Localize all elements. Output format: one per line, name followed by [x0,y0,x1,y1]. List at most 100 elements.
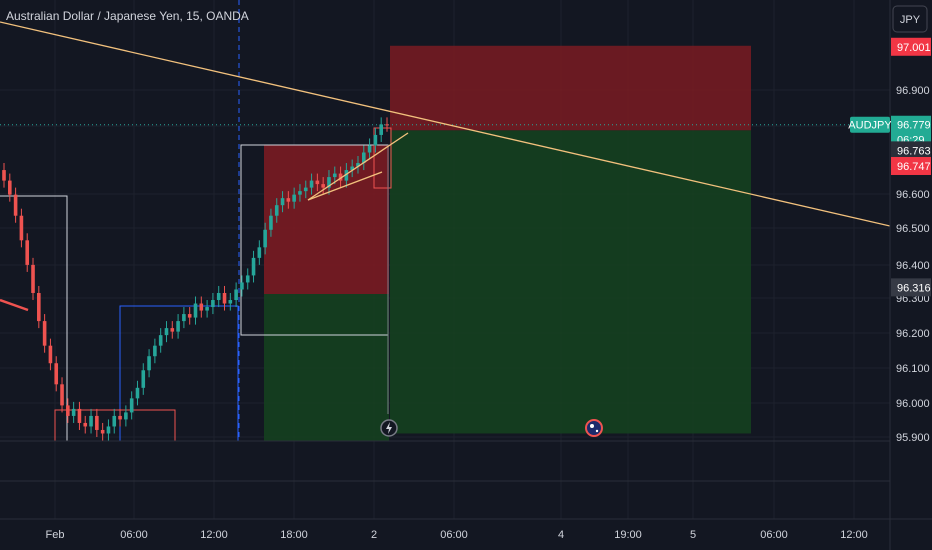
price-tick-label: 95.900 [896,432,930,444]
candle-body [124,412,128,420]
time-tick-label: 18:00 [280,529,308,541]
time-tick-label: 12:00 [200,529,228,541]
candle-body [112,415,117,427]
price-tick-label: 96.900 [896,85,930,97]
position-zones [0,45,890,441]
candle-body [315,180,320,185]
candle-body [211,300,215,308]
candle-body [187,314,192,318]
candle-body [303,187,308,192]
candle-body [158,335,163,346]
event-marker-lightning[interactable] [380,419,398,437]
candle-body [19,215,24,241]
rising-wedge-lower [307,171,383,201]
candle-body [367,145,372,153]
candle-body [321,184,325,188]
symbol-badge-label: AUDJPY [848,120,892,132]
candle-body [193,303,198,318]
candle-body [327,177,331,188]
candle-body [2,170,6,181]
price-tick-label: 96.100 [896,363,930,375]
candle-body [216,292,221,301]
event-marker-flag[interactable] [585,419,603,437]
candle-body [245,275,250,283]
time-tick-label: 06:00 [760,529,788,541]
candle-body [309,180,314,188]
time-tick-label: 06:00 [120,529,148,541]
candle-body [338,173,343,181]
descending-trendline [0,21,891,227]
candle-body [135,387,140,399]
last-price-label: 96.779 [897,120,931,132]
currency-button-label: JPY [900,14,921,26]
time-axis[interactable]: Feb 06:00 12:00 18:00 2 06:00 4 19:00 5 06:00 12:0… [46,529,868,541]
trendlines [0,21,891,312]
rising-wedge-upper [307,132,409,201]
candle-body [42,321,47,346]
candle-body [292,194,296,202]
time-tick-label: 12:00 [840,529,868,541]
price-tick-label: 96.000 [896,398,930,410]
price-tick-label: 96.200 [896,328,930,340]
lightning-icon [386,422,392,434]
australia-flag-icon [590,424,594,428]
candle-body [48,345,53,364]
candle-body [344,170,349,181]
currency-button[interactable]: JPY [892,5,928,33]
candle-body [234,289,238,301]
candle-body [89,415,93,427]
time-tick-label: 06:00 [440,529,468,541]
candle-body [280,198,285,206]
candle-body [37,292,41,322]
price-tick-label: 96.500 [896,223,930,235]
chart-title: Australian Dollar / Japanese Yen, 15, OA… [6,9,249,23]
candle-body [153,345,157,357]
target-badge-label: 96.316 [897,282,931,294]
time-tick-label: 19:00 [614,529,642,541]
bid-badge [891,156,931,175]
candle-body [379,124,383,135]
entry-badge [891,141,931,160]
candle-body [361,152,366,164]
candles [2,117,389,441]
entry-badge-label: 96.763 [897,145,931,157]
candle-body [263,229,267,248]
candle-body [141,370,146,388]
candle-body [118,415,122,420]
candle-body [31,264,35,293]
candle-body [100,429,105,434]
candle-body [83,422,88,427]
candle-body [95,415,99,430]
candle-body [182,314,186,322]
stop-loss-zone [390,45,751,131]
candle-body [164,328,169,336]
candle-body [205,307,209,311]
candle-body [147,356,151,371]
bid-badge-label: 96.747 [897,161,931,173]
stop-badge-label: 97.001 [897,42,931,54]
candle-body [66,405,70,416]
red-marker-line [0,298,29,312]
candle-body [8,180,12,195]
candle-body [170,328,175,332]
candle-body [106,426,111,434]
take-profit-zone [390,130,751,434]
earlier-stop-zone [264,145,389,294]
symbol-badge [850,116,890,133]
stop-badge [891,37,931,56]
candle-body [54,363,59,385]
candle-body [60,384,64,406]
candle-body [257,247,262,258]
candle-body [240,282,244,290]
candle-body [25,240,30,265]
candle-body [71,408,76,416]
candle-body [356,163,360,167]
candle-body [350,166,354,171]
candle-body [77,408,82,423]
candle-body [199,303,204,311]
earlier-target-zone [264,294,389,441]
candle-body [228,300,233,304]
